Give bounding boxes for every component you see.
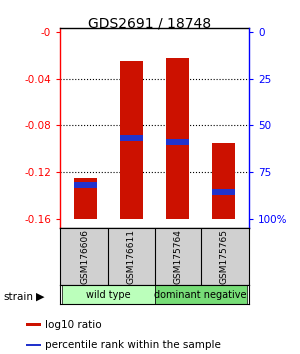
Text: wild type: wild type (86, 290, 131, 300)
Text: ▶: ▶ (36, 292, 45, 302)
Bar (26, 344, 41, 347)
Bar (26, 323, 41, 326)
Bar (74, 178, 97, 219)
Bar (212, 143, 235, 219)
FancyBboxPatch shape (154, 285, 247, 304)
Text: GSM175765: GSM175765 (219, 229, 228, 284)
Text: percentile rank within the sample: percentile rank within the sample (45, 340, 221, 350)
Text: GSM176606: GSM176606 (81, 229, 90, 284)
FancyBboxPatch shape (62, 285, 154, 304)
Bar (166, 58, 189, 219)
Text: GDS2691 / 18748: GDS2691 / 18748 (88, 17, 212, 31)
Text: dominant negative: dominant negative (154, 290, 247, 300)
Bar (120, 61, 143, 219)
Bar (166, 139, 189, 145)
Bar (120, 135, 143, 141)
Bar (212, 189, 235, 195)
Bar (74, 182, 97, 188)
Text: strain: strain (3, 292, 33, 302)
Text: log10 ratio: log10 ratio (45, 320, 102, 330)
Text: GSM175764: GSM175764 (173, 229, 182, 284)
Text: GSM176611: GSM176611 (127, 229, 136, 284)
